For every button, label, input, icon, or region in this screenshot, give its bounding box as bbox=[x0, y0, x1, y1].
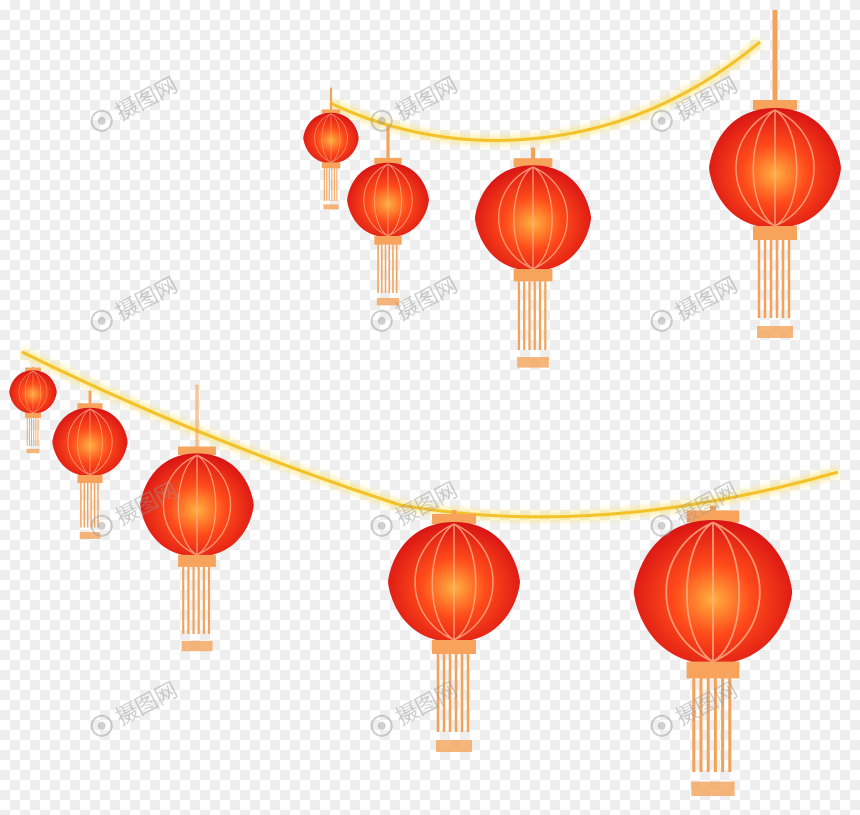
lantern-icon bbox=[303, 87, 359, 210]
lantern-icon bbox=[474, 147, 592, 368]
lantern-icon bbox=[347, 125, 429, 306]
lantern-icon bbox=[52, 390, 128, 539]
lantern-icon bbox=[388, 510, 520, 752]
lantern-icon bbox=[140, 384, 254, 652]
lower-glow-string bbox=[20, 347, 840, 522]
lantern-icon bbox=[709, 10, 841, 338]
lantern-icon bbox=[633, 505, 793, 796]
lantern-icon bbox=[9, 366, 57, 454]
upper-glow-string bbox=[328, 38, 763, 145]
